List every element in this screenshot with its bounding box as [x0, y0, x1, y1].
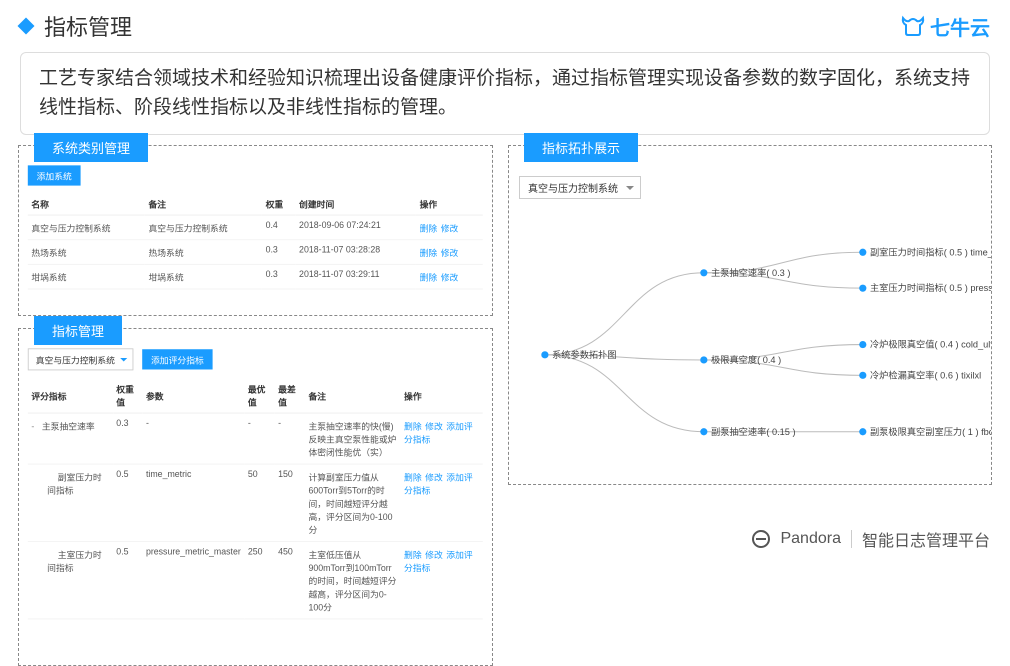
action-link[interactable]: 删除	[420, 274, 438, 284]
table-row: 热场系统热场系统0.32018-11-07 03:28:28删除修改	[28, 240, 483, 265]
topo-label: 副泵抽空速率( 0.15 )	[711, 426, 796, 437]
action-link[interactable]: 删除	[404, 422, 422, 432]
table-row: 真空与压力控制系统真空与压力控制系统0.42018-09-06 07:24:21…	[28, 215, 483, 240]
page-header: 指标管理 七牛云	[0, 0, 1010, 47]
action-link[interactable]: 删除	[404, 473, 422, 483]
topo-label: 冷炉检漏真空率( 0.6 ) tixilxl	[870, 369, 981, 380]
system-select-value: 真空与压力控制系统	[36, 356, 115, 366]
footer-tagline: 智能日志管理平台	[862, 527, 990, 551]
topo-label: 系统参数拓扑图	[552, 349, 617, 360]
table-row: 坩埚系统坩埚系统0.32018-11-07 03:29:11删除修改	[28, 264, 483, 289]
table-row: -主泵抽空速率0.3---主泵抽空速率的快(慢)反映主真空泵性能或炉体密闭性能优…	[28, 413, 483, 464]
topo-node[interactable]	[700, 428, 707, 435]
topo-node[interactable]	[859, 249, 866, 256]
add-metric-button[interactable]: 添加评分指标	[142, 349, 212, 369]
col-header: 参数	[142, 377, 244, 413]
category-panel: 系统类别管理 添加系统 名称备注权重创建时间操作 真空与压力控制系统真空与压力控…	[18, 145, 493, 316]
topo-label: 冷炉极限真空值( 0.4 ) cold_ultimate_vacuum	[870, 339, 991, 350]
system-select[interactable]: 真空与压力控制系统	[28, 348, 134, 370]
action-link[interactable]: 修改	[441, 274, 459, 284]
col-header: 最差值	[275, 377, 305, 413]
table-row: 主室压力时间指标0.5pressure_metric_master250450主…	[28, 542, 483, 619]
topology-graph: 系统参数拓扑图 主泵抽空速率( 0.3 ) 极限真空度( 0.4 ) 副泵抽空速率( …	[509, 201, 991, 488]
qiniu-logo: 七牛云	[900, 12, 990, 41]
col-header: 最优值	[244, 377, 274, 413]
expand-toggle[interactable]: -	[31, 422, 40, 432]
col-header: 创建时间	[296, 193, 417, 215]
diamond-icon	[18, 18, 35, 35]
add-system-button[interactable]: 添加系统	[28, 165, 81, 185]
col-header: 备注	[145, 193, 262, 215]
topology-select-value: 真空与压力控制系统	[528, 184, 618, 195]
page-title: 指标管理	[44, 10, 132, 42]
description-box: 工艺专家结合领域技术和经验知识梳理出设备健康评价指标，通过指标管理实现设备参数的…	[20, 52, 990, 135]
topo-node[interactable]	[859, 285, 866, 292]
action-link[interactable]: 修改	[441, 249, 459, 259]
action-link[interactable]: 删除	[420, 224, 438, 234]
topo-label: 主泵抽空速率( 0.3 )	[711, 267, 790, 278]
topo-node[interactable]	[859, 372, 866, 379]
col-header: 操作	[416, 193, 483, 215]
footer: Pandora 智能日志管理平台	[752, 527, 990, 551]
col-header: 备注	[305, 377, 401, 413]
topology-panel: 指标拓扑展示 真空与压力控制系统 系统参数拓扑图主泵抽空速率( 0.3 )极限真…	[508, 145, 992, 485]
topo-node[interactable]	[859, 341, 866, 348]
table-row: 副室压力时间指标0.5time_metric50150计算副室压力值从600To…	[28, 464, 483, 541]
cow-icon	[900, 15, 926, 37]
metric-table: 评分指标权重值参数最优值最差值备注操作 -主泵抽空速率0.3---主泵抽空速率的…	[28, 377, 483, 619]
category-table: 名称备注权重创建时间操作 真空与压力控制系统真空与压力控制系统0.42018-0…	[28, 193, 483, 290]
col-header: 评分指标	[28, 377, 113, 413]
topo-node[interactable]	[541, 351, 548, 358]
description-text: 工艺专家结合领域技术和经验知识梳理出设备健康评价指标，通过指标管理实现设备参数的…	[39, 68, 970, 118]
topo-label: 极限真空度( 0.4 )	[711, 354, 781, 365]
topo-label: 主室压力时间指标( 0.5 ) pressure_metric_master	[870, 282, 991, 293]
col-header: 权重	[262, 193, 295, 215]
col-header: 权重值	[113, 377, 143, 413]
topo-label: 副泵极限真空副室压力( 1 ) fbcxkfsyl	[870, 426, 991, 437]
action-link[interactable]: 删除	[420, 249, 438, 259]
topo-label: 副室压力时间指标( 0.5 ) time_metric	[870, 246, 991, 257]
topology-select[interactable]: 真空与压力控制系统	[519, 176, 641, 199]
action-link[interactable]: 修改	[425, 473, 443, 483]
col-header: 操作	[401, 377, 484, 413]
logo-text: 七牛云	[930, 12, 990, 41]
pandora-icon	[752, 530, 770, 548]
metric-panel: 指标管理 真空与压力控制系统 添加评分指标 评分指标权重值参数最优值最差值备注操…	[18, 328, 493, 666]
action-link[interactable]: 修改	[425, 422, 443, 432]
col-header: 名称	[28, 193, 145, 215]
footer-divider	[851, 530, 852, 548]
topo-node[interactable]	[859, 428, 866, 435]
topo-node[interactable]	[700, 356, 707, 363]
topo-node[interactable]	[700, 269, 707, 276]
action-link[interactable]: 修改	[441, 224, 459, 234]
footer-brand: Pandora	[780, 530, 841, 548]
